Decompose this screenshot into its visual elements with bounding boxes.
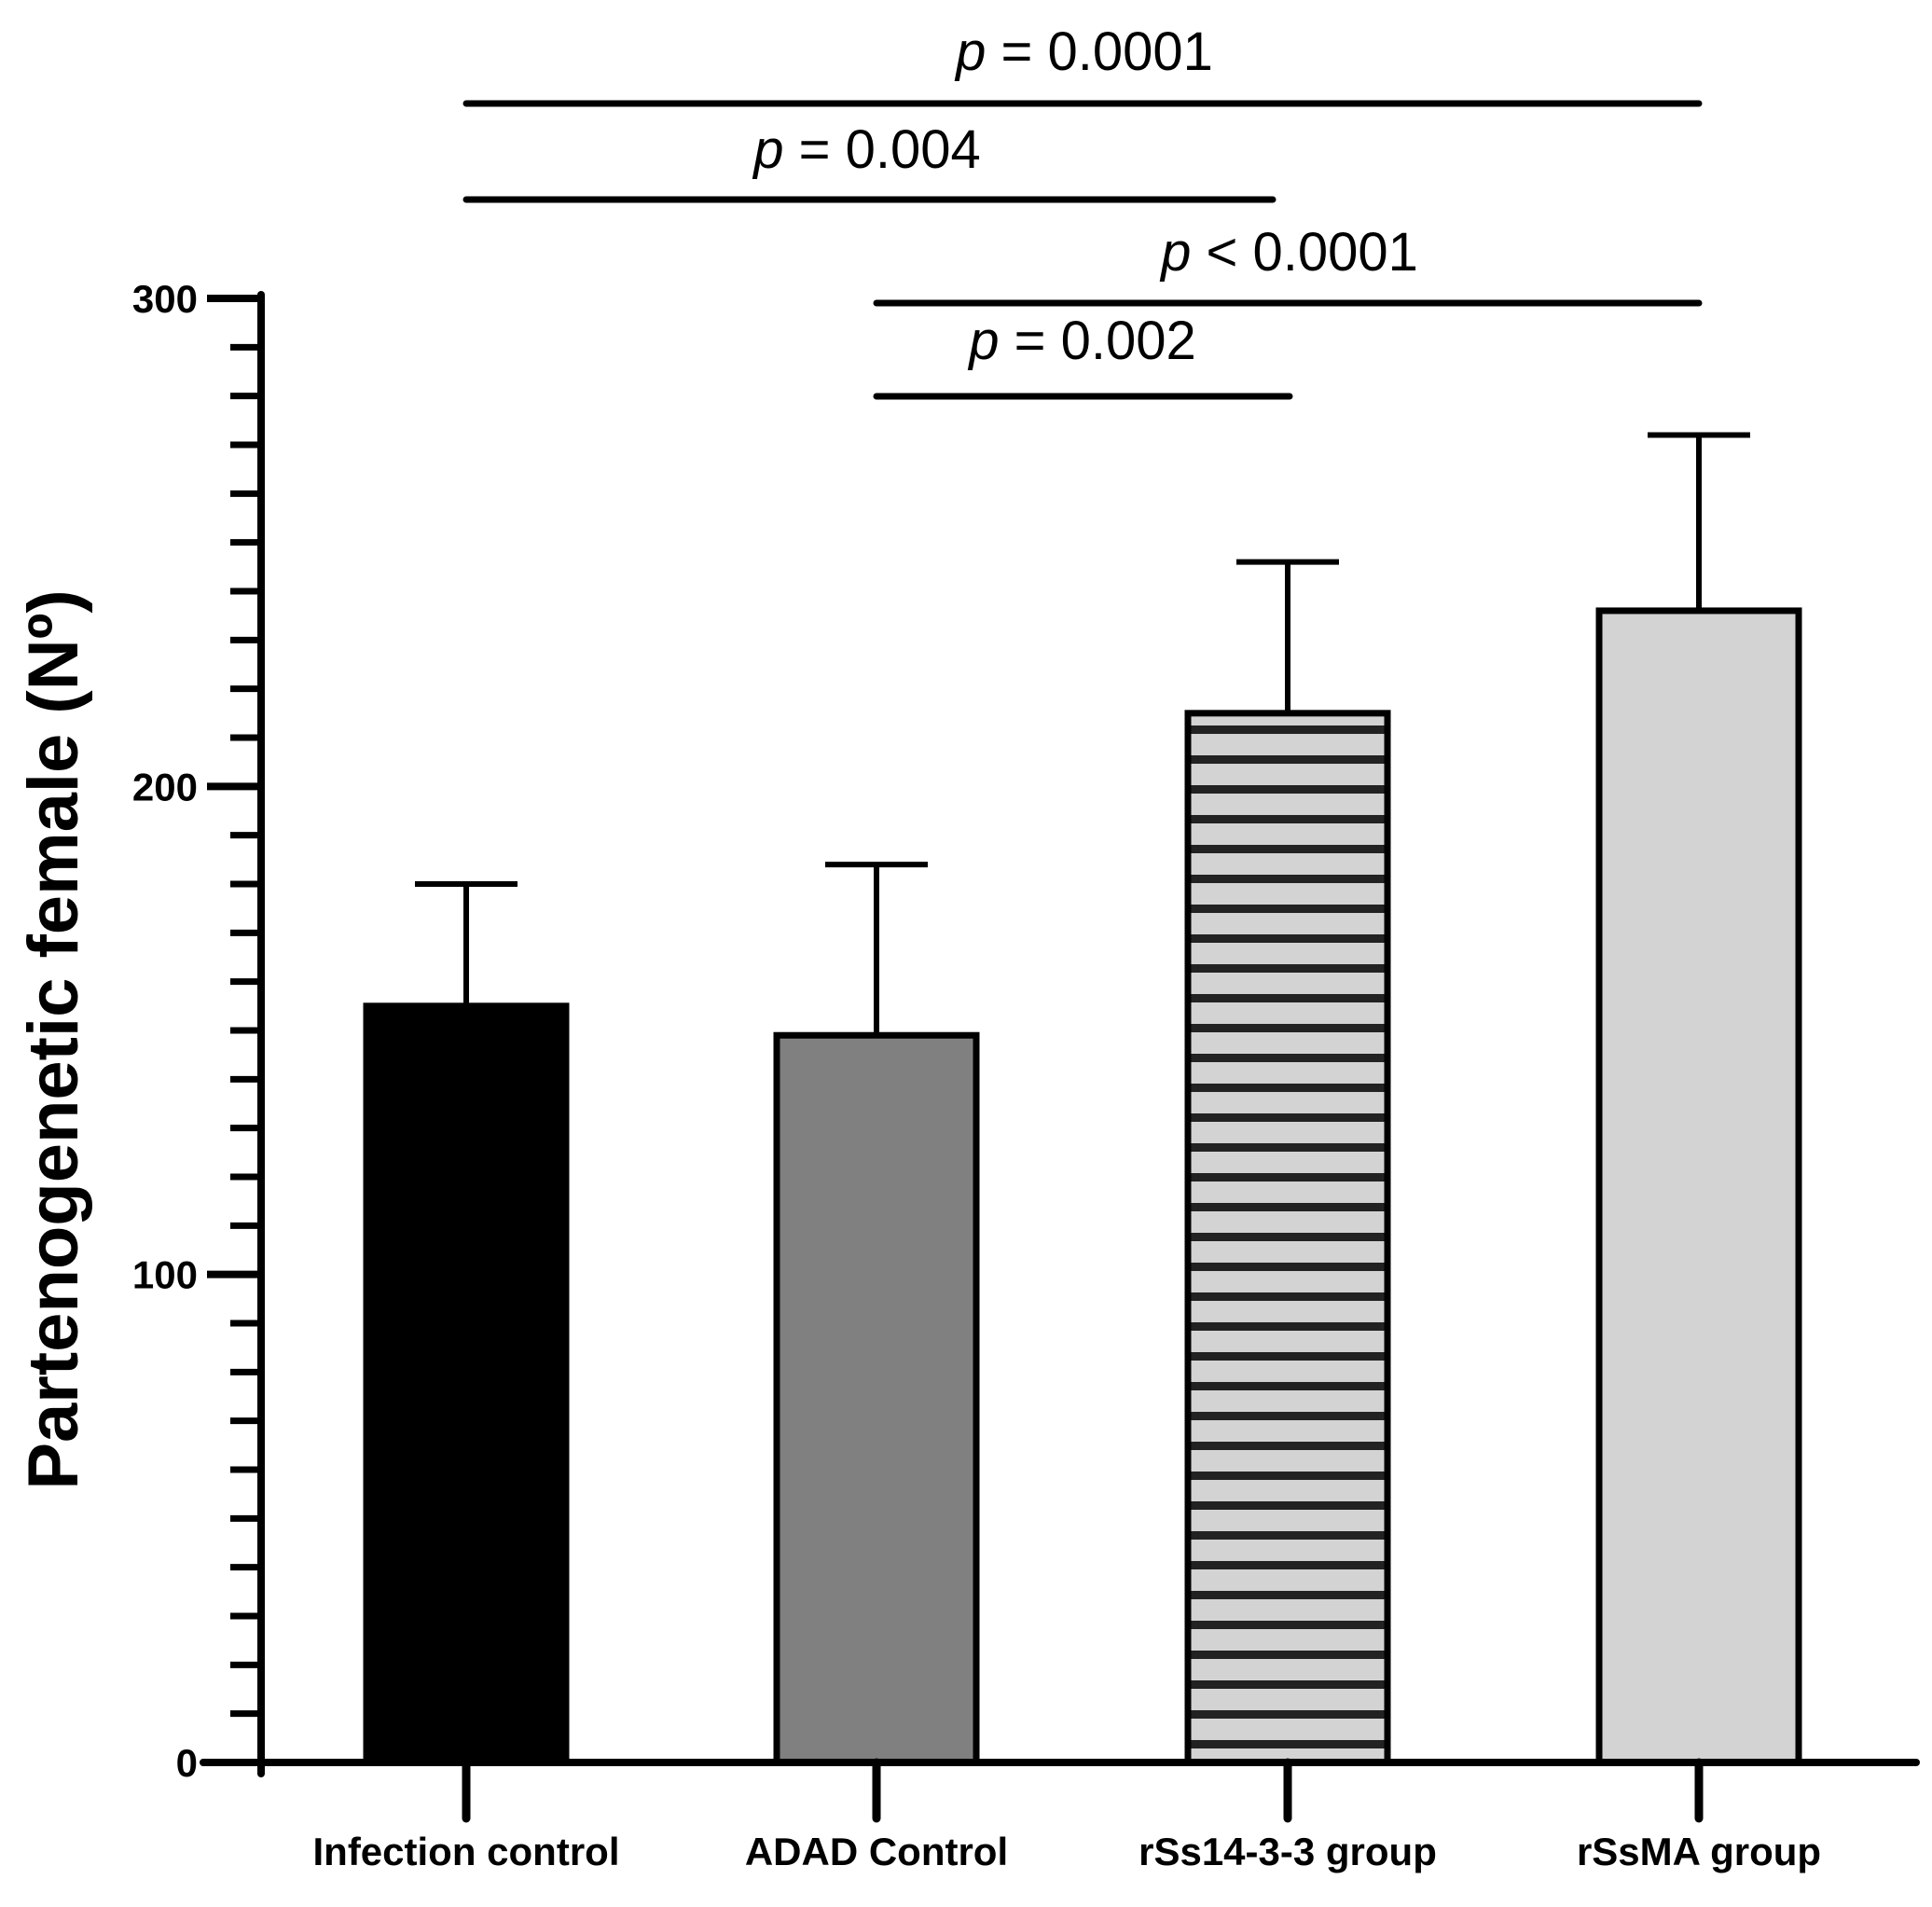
x-category-label: rSs14-3-3 group (1138, 1830, 1437, 1873)
p-symbol: p (1159, 222, 1191, 283)
p-value: 0.0001 (1047, 21, 1212, 82)
p-value: 0.004 (846, 119, 981, 180)
p-operator: = (1000, 311, 1061, 371)
y-tick-label: 100 (132, 1253, 198, 1297)
p-value: 0.0001 (1252, 222, 1417, 283)
x-category-label: rSsMA group (1577, 1830, 1821, 1873)
x-category-label: ADAD Control (745, 1830, 1008, 1873)
p-value-label: p < 0.0001 (1159, 222, 1418, 283)
bar-0 (363, 1002, 570, 1766)
y-axis-title: Partenogenetic female (Nº) (14, 589, 93, 1489)
p-symbol: p (752, 119, 783, 180)
p-value-label: p = 0.002 (967, 311, 1196, 371)
p-operator: = (784, 119, 846, 180)
p-operator: = (986, 21, 1047, 82)
bar-3 (1595, 607, 1802, 1766)
y-tick-label: 0 (176, 1741, 198, 1785)
p-value-label: p = 0.004 (752, 119, 981, 180)
bar-2 (1184, 710, 1391, 1766)
p-value: 0.002 (1061, 311, 1196, 371)
p-operator: < (1191, 222, 1252, 283)
bar-1 (773, 1031, 980, 1766)
p-symbol: p (967, 311, 999, 371)
p-value-label: p = 0.0001 (954, 21, 1213, 82)
y-tick-label: 200 (132, 765, 198, 808)
p-symbol: p (954, 21, 986, 82)
y-tick-label: 300 (132, 277, 198, 321)
x-category-label: Infection control (313, 1830, 620, 1873)
